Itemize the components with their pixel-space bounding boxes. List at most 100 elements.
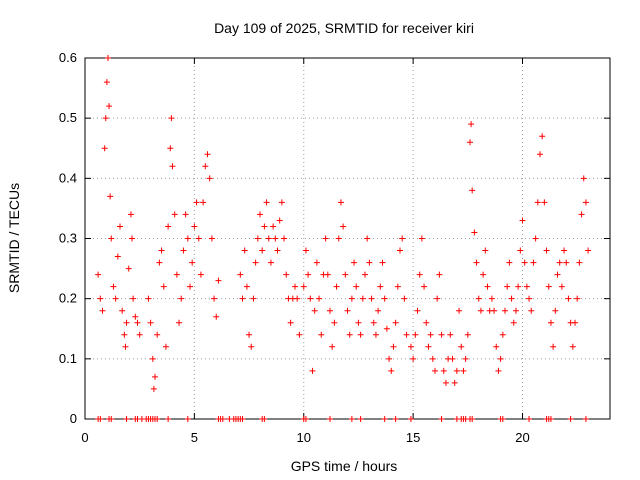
data-point [512, 307, 519, 314]
data-point [353, 283, 360, 290]
data-point [582, 416, 589, 422]
data-point [534, 199, 541, 206]
data-point [436, 271, 443, 278]
data-point [267, 259, 274, 266]
data-point [117, 223, 123, 230]
data-point [182, 211, 189, 218]
data-point [565, 295, 572, 302]
data-point [122, 343, 129, 350]
data-point [539, 133, 546, 140]
data-point [364, 235, 371, 242]
data-point [129, 235, 136, 242]
data-point [499, 416, 506, 422]
data-point [239, 295, 246, 302]
data-point [123, 319, 130, 326]
data-point [543, 247, 550, 254]
data-point [112, 295, 119, 302]
data-point [381, 416, 388, 422]
data-point [200, 199, 207, 206]
data-point [521, 259, 528, 266]
data-point [114, 253, 121, 260]
data-point [434, 295, 441, 302]
data-point [471, 229, 478, 236]
data-point [484, 283, 491, 290]
data-point [425, 343, 432, 350]
data-point [121, 331, 128, 338]
data-point [580, 175, 587, 182]
data-point [265, 235, 272, 242]
gridlines [85, 58, 610, 419]
data-point [184, 416, 191, 422]
data-point [451, 379, 458, 386]
data-point [168, 115, 175, 122]
data-point [368, 295, 375, 302]
data-point [305, 271, 312, 278]
data-point [407, 343, 414, 350]
data-point [309, 367, 316, 374]
data-point [410, 355, 417, 362]
data-point [259, 247, 266, 254]
data-point [344, 307, 351, 314]
data-point [366, 259, 373, 266]
data-point [123, 416, 130, 422]
data-point [158, 247, 165, 254]
data-point [528, 307, 535, 314]
data-point [152, 373, 158, 380]
data-point [239, 416, 246, 422]
y-tick-label: 0.1 [59, 351, 77, 366]
data-point [442, 379, 449, 386]
x-tick-label: 15 [406, 430, 420, 445]
data-point [213, 313, 220, 320]
data-point [460, 367, 467, 374]
data-point [197, 271, 204, 278]
data-point [582, 199, 589, 206]
data-point [252, 259, 259, 266]
data-point [561, 247, 568, 254]
data-point [178, 295, 185, 302]
data-point [327, 416, 333, 422]
data-point [510, 319, 517, 326]
data-point [456, 307, 463, 314]
data-point [97, 295, 104, 302]
data-point [469, 187, 476, 194]
data-point [327, 307, 333, 314]
data-point [526, 416, 533, 422]
data-point [302, 416, 309, 422]
data-point [458, 343, 465, 350]
data-point [563, 259, 570, 266]
data-points [95, 55, 592, 422]
data-point [276, 217, 283, 224]
data-point [340, 223, 347, 230]
data-point [399, 235, 406, 242]
data-point [515, 283, 522, 290]
data-point [180, 247, 187, 254]
data-point [132, 313, 139, 320]
data-point [263, 199, 270, 206]
data-point [416, 271, 423, 278]
plot-frame [84, 57, 611, 420]
data-point [550, 343, 557, 350]
data-point [147, 319, 154, 326]
data-point [401, 295, 408, 302]
data-point [102, 115, 109, 122]
data-point [219, 416, 226, 422]
data-point [388, 367, 395, 374]
data-point [545, 283, 552, 290]
data-point [397, 247, 403, 254]
data-point [154, 331, 161, 338]
data-point [346, 331, 353, 338]
data-point [567, 416, 574, 422]
data-point [248, 343, 255, 350]
data-point [125, 265, 132, 272]
data-point [110, 283, 117, 290]
data-point [407, 416, 414, 422]
data-point [547, 319, 554, 326]
data-point [274, 247, 281, 254]
x-tick-label: 20 [515, 430, 529, 445]
data-point [572, 319, 578, 326]
data-point [243, 283, 250, 290]
data-point [202, 163, 209, 170]
data-point [189, 259, 196, 266]
data-point [523, 283, 530, 290]
